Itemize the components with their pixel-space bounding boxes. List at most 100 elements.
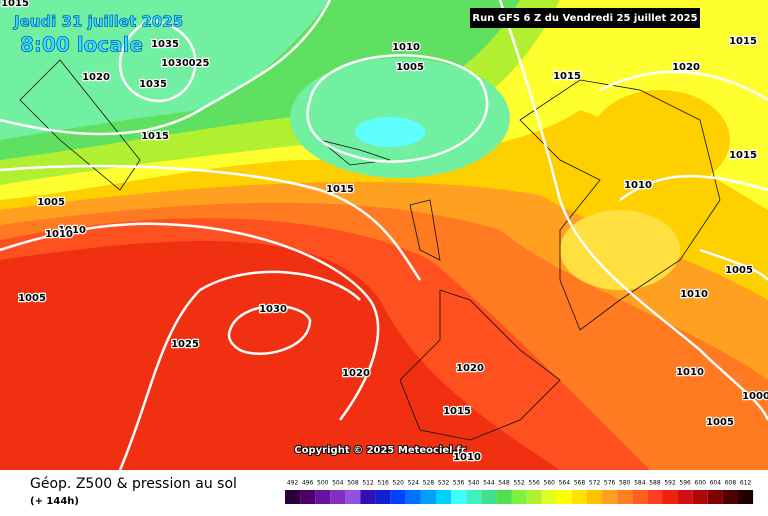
isobar-label: 1035 <box>151 39 179 50</box>
isobar-label: 1010 <box>624 180 652 191</box>
isobar-label: 1005 <box>37 197 65 208</box>
legend-swatch <box>662 490 678 504</box>
isobar-label: 1025 <box>171 339 199 350</box>
legend-swatch <box>481 490 497 504</box>
isobar-label: 1015 <box>1 0 29 9</box>
isobar-label: 1020 <box>82 72 110 83</box>
legend-label: 532 <box>438 480 450 487</box>
legend-swatch <box>541 490 557 504</box>
isobar-label: 1005 <box>396 62 424 73</box>
isobar-label: 1020 <box>456 363 484 374</box>
legend-label: 520 <box>393 480 405 487</box>
legend-swatch <box>677 490 693 504</box>
legend-label: 572 <box>589 480 601 487</box>
legend-label: 524 <box>408 480 420 487</box>
legend-label: 508 <box>347 480 359 487</box>
isobar-label: 1015 <box>326 184 354 195</box>
legend-swatch <box>300 490 316 504</box>
legend-label: 556 <box>528 480 540 487</box>
legend-swatch <box>405 490 421 504</box>
legend-swatch <box>345 490 361 504</box>
legend-swatch <box>436 490 452 504</box>
legend-label: 608 <box>725 480 737 487</box>
legend-label: 584 <box>634 480 646 487</box>
legend-label: 544 <box>483 480 495 487</box>
isobar-label: 1015 <box>553 71 581 82</box>
legend-swatch <box>707 490 723 504</box>
valid-date: Jeudi 31 juillet 2025 <box>13 13 183 31</box>
legend-swatch <box>390 490 406 504</box>
isobar-label: 1005 <box>725 265 753 276</box>
run-banner <box>470 8 700 28</box>
isobar-label: 1010 <box>453 452 481 463</box>
legend-swatch <box>526 490 542 504</box>
field <box>590 90 730 190</box>
color-legend: 492 496 500 504 508 512 516 520 524 528 532 536 540 5… <box>285 480 754 504</box>
run-info: Run GFS 6 Z du Vendredi 25 juillet 2025 <box>472 13 697 24</box>
coastline <box>19 59 721 441</box>
isobar-label: 1010 <box>45 229 73 240</box>
legend-label: 592 <box>664 480 676 487</box>
field <box>560 210 680 290</box>
legend-swatch <box>285 490 301 504</box>
field <box>0 0 330 140</box>
isobar-label: 1015 <box>141 131 169 142</box>
legend-swatch <box>375 490 391 504</box>
legend-label: 504 <box>332 480 344 487</box>
legend-swatch <box>617 490 633 504</box>
isobar-label: 025 <box>189 58 210 69</box>
legend-swatch <box>420 490 436 504</box>
isobar-label: 1030 <box>161 58 189 69</box>
legend-swatch <box>330 490 346 504</box>
isobar-label: 1035 <box>139 79 167 90</box>
legend-label: 596 <box>679 480 691 487</box>
legend-swatch <box>647 490 663 504</box>
legend-swatch <box>571 490 587 504</box>
legend-label: 548 <box>498 480 510 487</box>
legend-label: 580 <box>619 480 631 487</box>
legend-swatch <box>632 490 648 504</box>
legend-label: 528 <box>423 480 435 487</box>
legend-label: 492 <box>287 480 299 487</box>
isobar-label: 1000 <box>742 391 768 402</box>
isobar-label: 1015 <box>729 150 757 161</box>
legend-label: 536 <box>453 480 465 487</box>
isobar-label: 1010 <box>676 367 704 378</box>
isobar-label: 1010 <box>58 225 86 236</box>
local-time: 8:00 locale <box>20 33 143 57</box>
field <box>355 117 425 147</box>
legend-swatch <box>315 490 331 504</box>
isobar <box>0 0 768 471</box>
legend-label: 600 <box>695 480 707 487</box>
footer-lead: (+ 144h) <box>30 496 79 507</box>
copyright: Copyright © 2025 Meteociel.fr <box>294 445 465 456</box>
legend-label: 576 <box>604 480 616 487</box>
legend-label: 588 <box>649 480 661 487</box>
legend-swatch <box>496 490 512 504</box>
legend-label: 516 <box>377 480 389 487</box>
legend-swatch <box>722 490 738 504</box>
legend-label: 540 <box>468 480 480 487</box>
legend-label: 612 <box>740 480 752 487</box>
legend-label: 560 <box>544 480 556 487</box>
legend-swatch <box>451 490 467 504</box>
legend-label: 568 <box>574 480 586 487</box>
legend-label: 512 <box>362 480 374 487</box>
legend-label: 564 <box>559 480 571 487</box>
isobar-label: 1010 <box>392 42 420 53</box>
legend-swatch <box>556 490 572 504</box>
legend-label: 500 <box>317 480 329 487</box>
legend-swatch <box>466 490 482 504</box>
isobar-label: 1030 <box>259 304 287 315</box>
isobar-label: 1005 <box>18 293 46 304</box>
legend-swatch <box>360 490 376 504</box>
legend-label: 496 <box>302 480 314 487</box>
isobar-label: 1015 <box>729 36 757 47</box>
legend-swatch <box>511 490 527 504</box>
legend-swatch <box>602 490 618 504</box>
isobar-label: 1020 <box>342 368 370 379</box>
isobar-label: 1005 <box>706 417 734 428</box>
legend-swatch <box>738 490 754 504</box>
